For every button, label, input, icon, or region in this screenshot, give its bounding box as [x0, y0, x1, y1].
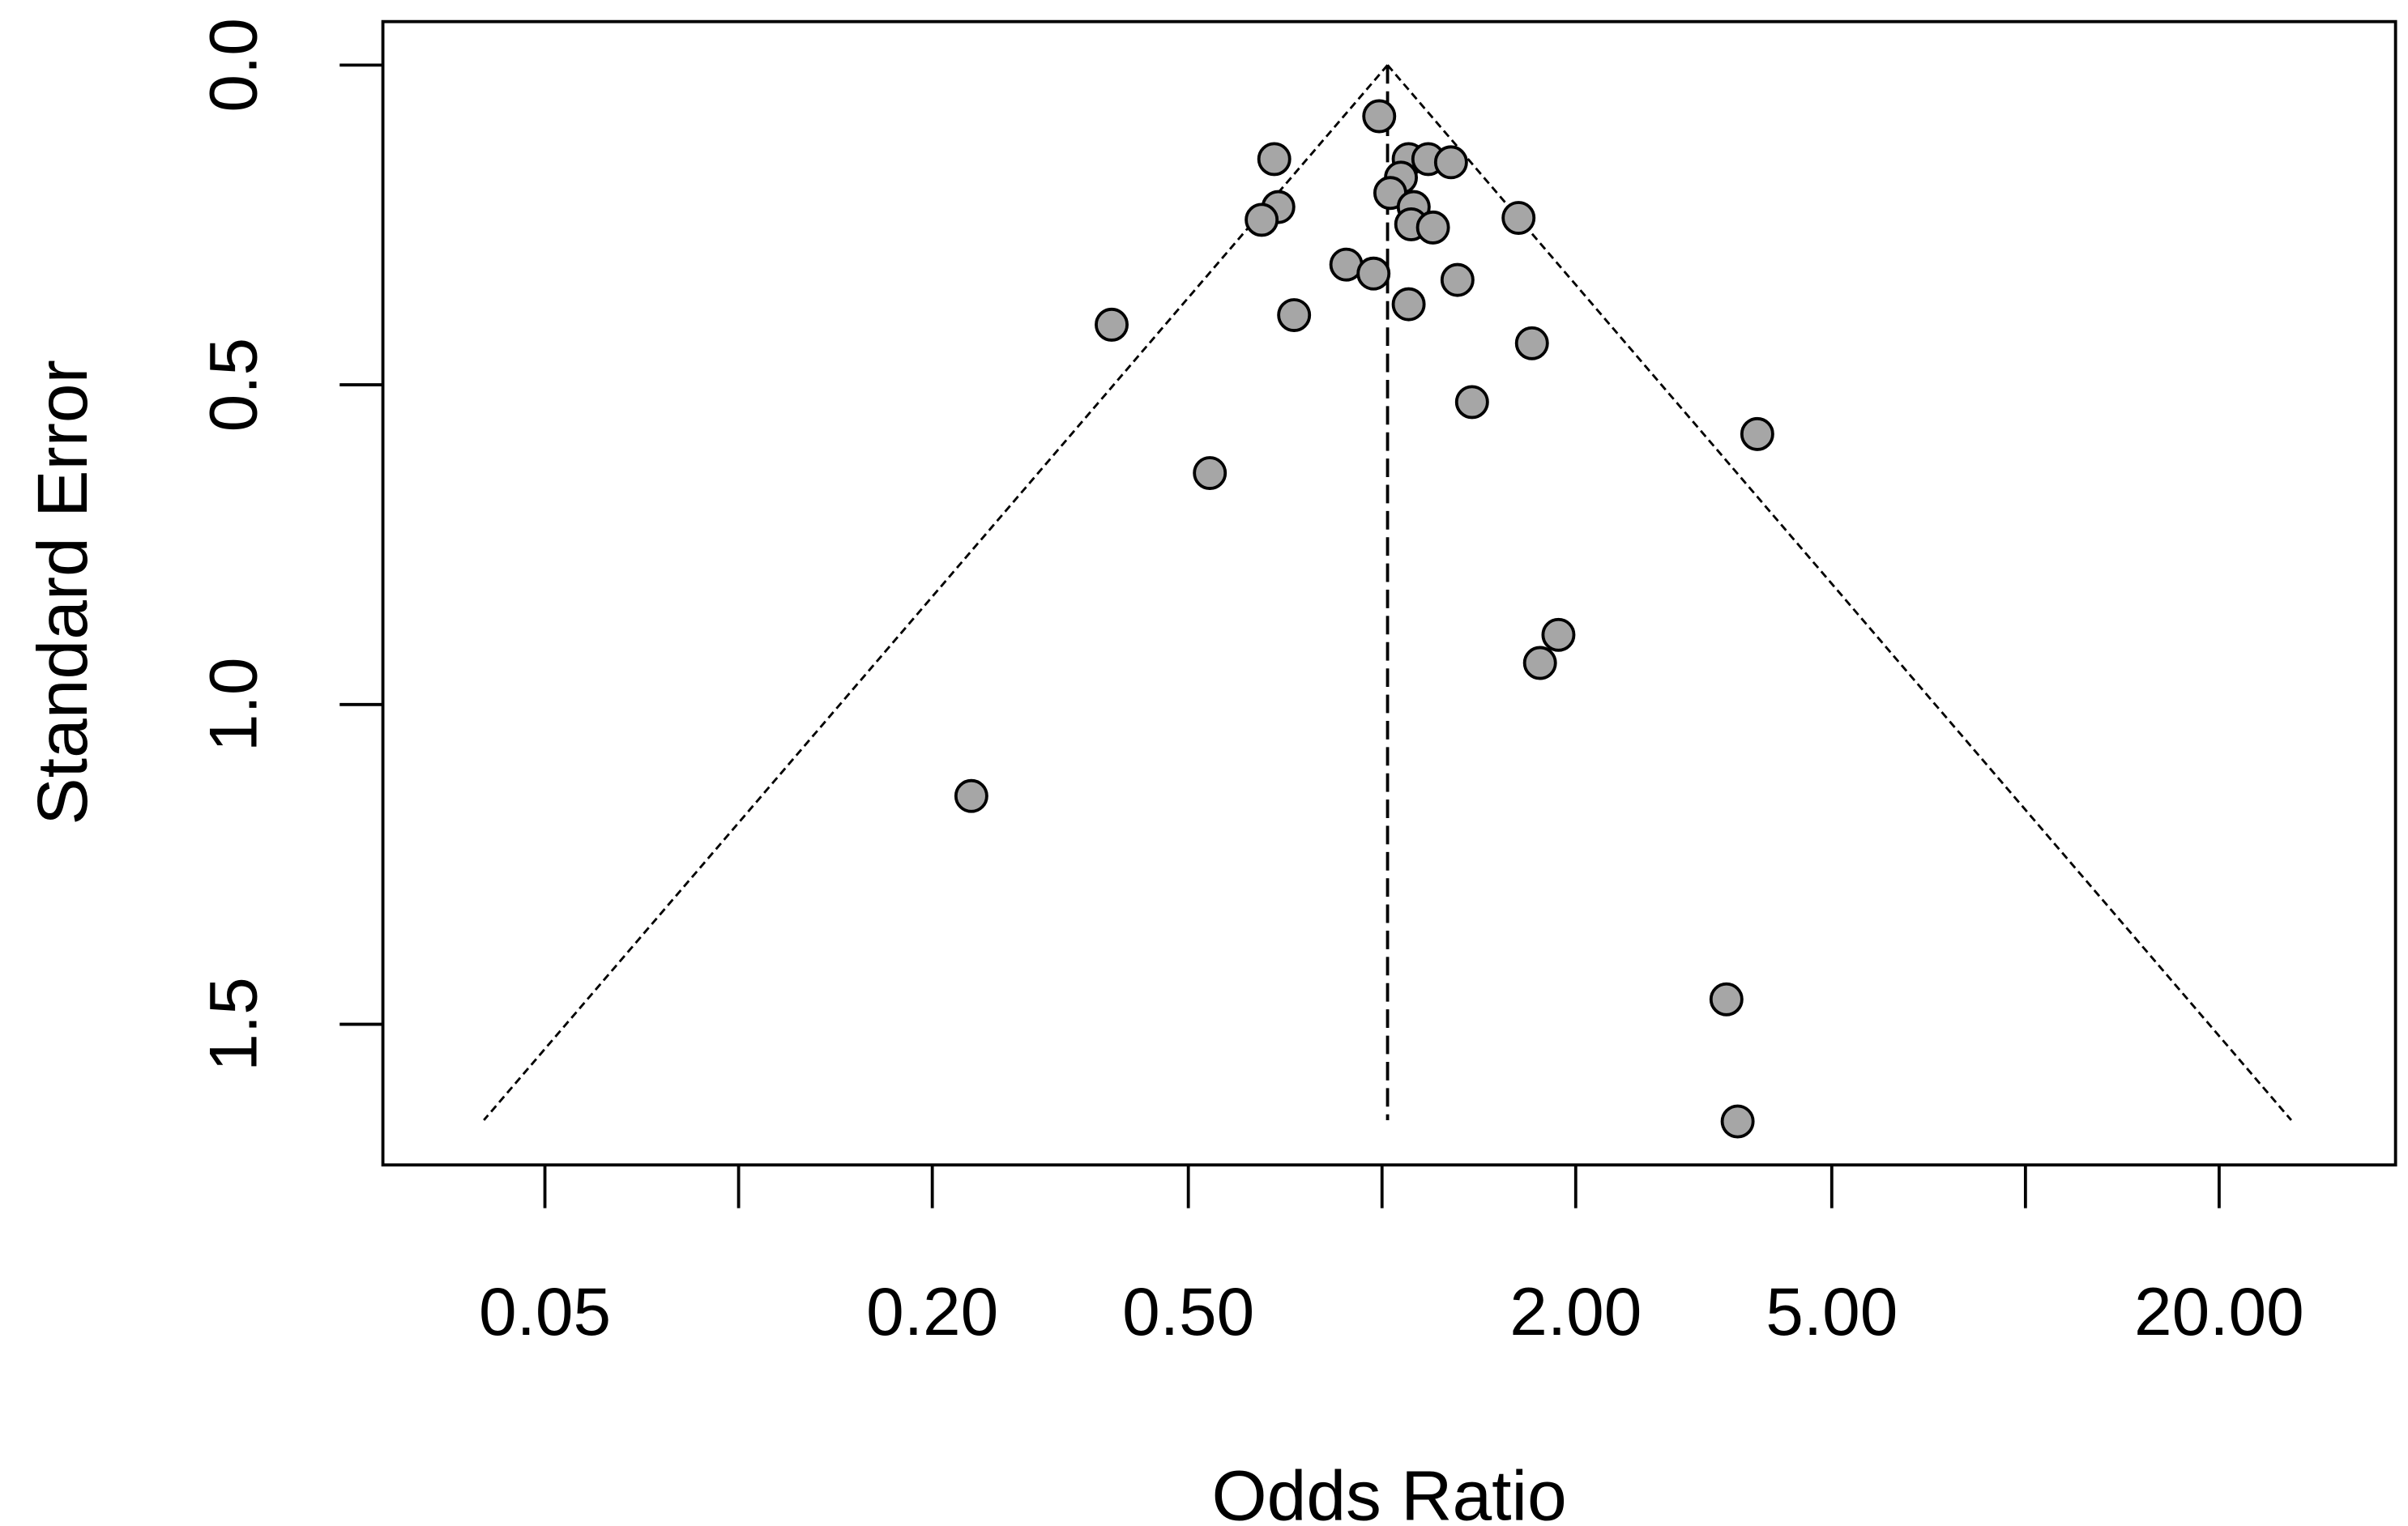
- data-point: [1501, 201, 1536, 235]
- x-axis: 0.05 0.20 0.50 2.00 5.00 20.00: [479, 1165, 2304, 1349]
- funnel-right-line: [1386, 64, 2292, 1121]
- data-points: [954, 99, 1774, 1139]
- data-point: [1415, 210, 1450, 245]
- x-tick-label: 20.00: [2134, 1273, 2304, 1349]
- y-tick-label: 0.0: [194, 18, 271, 113]
- data-point: [1454, 385, 1489, 420]
- data-point: [1522, 646, 1557, 680]
- data-point: [1277, 298, 1312, 332]
- x-tick-label: 0.20: [866, 1273, 998, 1349]
- y-tick-label: 1.5: [194, 977, 271, 1072]
- x-tick-label: 0.50: [1122, 1273, 1254, 1349]
- data-point: [1391, 287, 1426, 322]
- data-point: [1257, 142, 1292, 177]
- y-axis-label: Standard Error: [23, 360, 102, 825]
- y-tick-label: 0.5: [194, 338, 271, 432]
- data-point: [1514, 326, 1549, 360]
- funnel-left-line: [483, 64, 1389, 1121]
- data-point: [1433, 145, 1468, 180]
- data-point: [954, 778, 988, 813]
- data-point: [1356, 256, 1391, 291]
- data-point: [1193, 456, 1227, 490]
- y-axis: 0.0 0.5 1.0 1.5: [194, 18, 383, 1072]
- x-tick-label: 0.05: [479, 1273, 611, 1349]
- funnel-lines: [483, 64, 2292, 1121]
- data-point: [1440, 262, 1475, 297]
- data-point: [1709, 982, 1744, 1017]
- x-tick-label: 2.00: [1509, 1273, 1642, 1349]
- x-axis-label: Odds Ratio: [1211, 1456, 1566, 1526]
- data-point: [1095, 307, 1129, 342]
- x-tick-label: 5.00: [1765, 1273, 1898, 1349]
- data-point: [1740, 416, 1774, 451]
- plot-frame: [381, 19, 2397, 1167]
- y-tick-label: 1.0: [194, 658, 271, 752]
- data-point: [1362, 99, 1397, 134]
- data-point: [1245, 202, 1279, 237]
- data-point: [1720, 1104, 1755, 1139]
- data-point: [1541, 617, 1576, 652]
